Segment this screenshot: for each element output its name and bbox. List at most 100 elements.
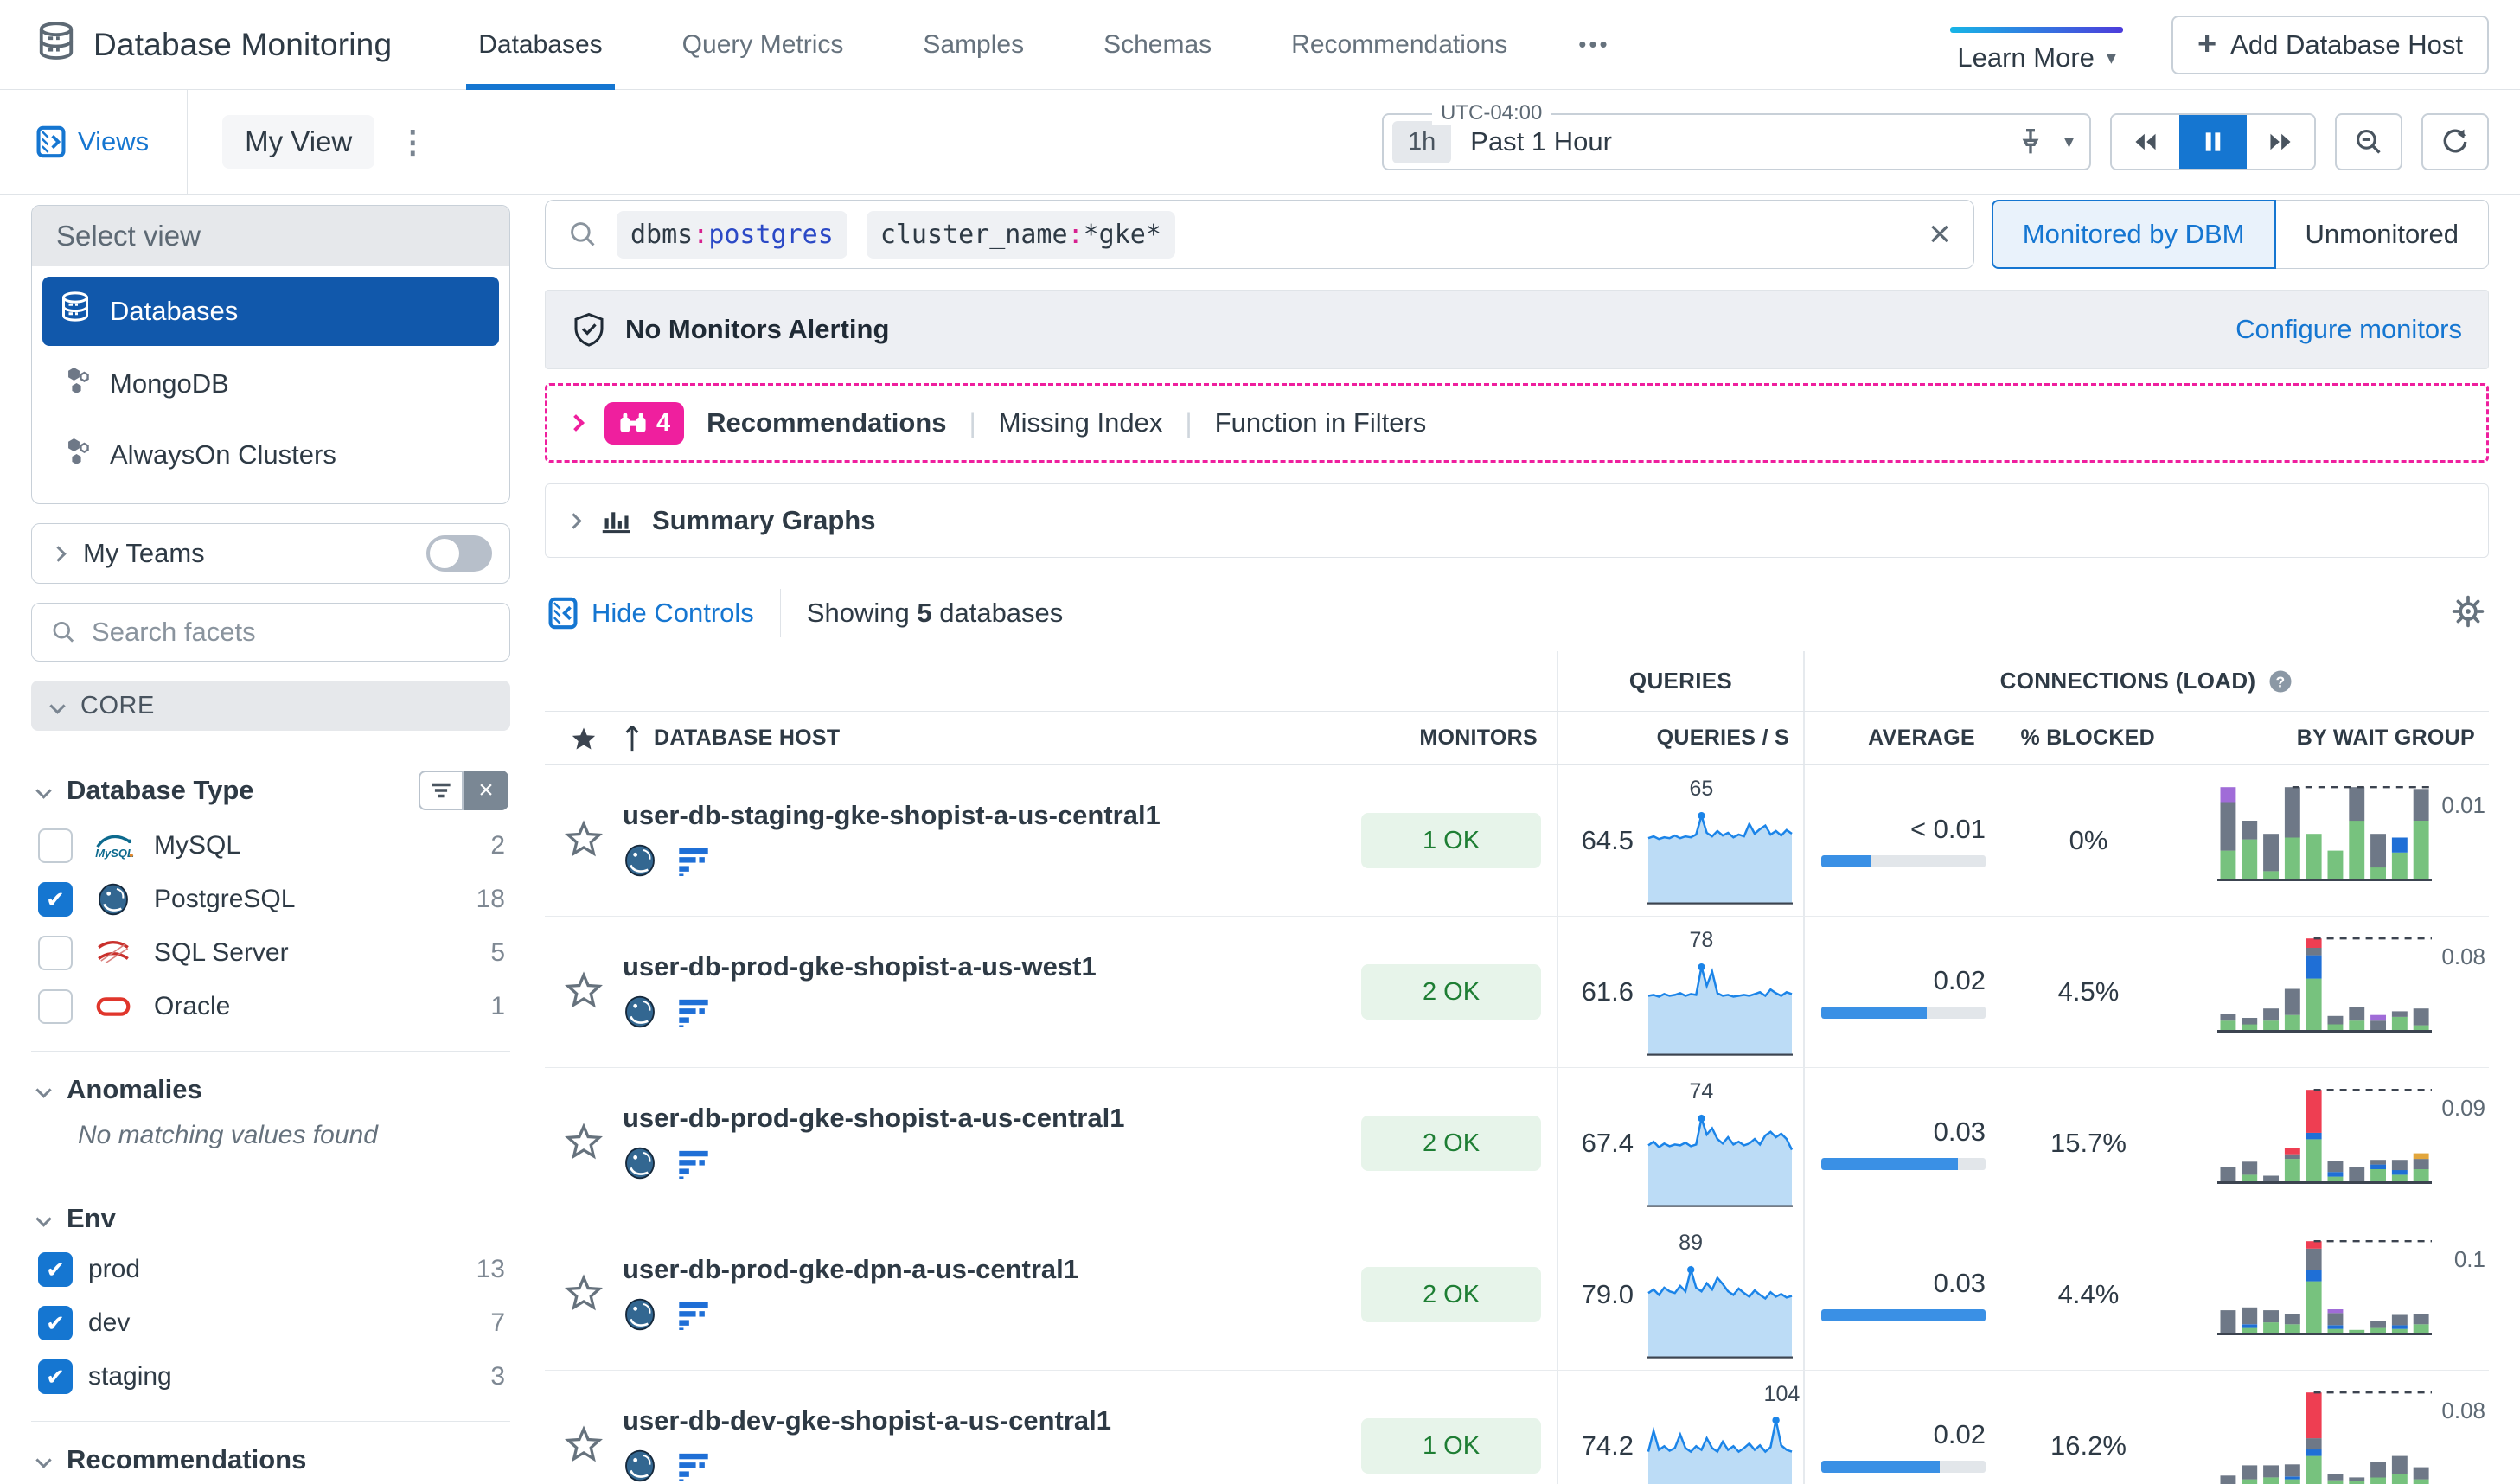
facet-filter-button[interactable] [419, 771, 464, 810]
host-column-header[interactable]: DATABASE HOST [623, 712, 1340, 764]
sidebar-item-label: Databases [110, 296, 239, 326]
blocked-column-header[interactable]: % BLOCKED [2020, 726, 2155, 750]
monitors-alert-bar: No Monitors Alerting Configure monitors [545, 290, 2489, 369]
time-range-chip[interactable]: 1h [1392, 120, 1452, 163]
monitor-status-badge[interactable]: 1 OK [1361, 1418, 1541, 1474]
monitor-status-badge[interactable]: 2 OK [1361, 1267, 1541, 1322]
clear-search-icon[interactable]: × [1928, 213, 1951, 255]
showing-count-text: Showing 5 databases [806, 598, 1064, 628]
average-load-inner: 0.02 [1821, 1419, 1986, 1473]
views-button[interactable]: Views [0, 90, 187, 194]
table-row: user-db-staging-gke-shopist-a-us-central… [545, 765, 2489, 917]
database-host-link[interactable]: user-db-dev-gke-shopist-a-us-central1 [623, 1404, 1111, 1436]
pin-icon[interactable] [2018, 127, 2044, 157]
checkbox[interactable]: ✔ [38, 882, 73, 917]
monitored-by-dbm-button[interactable]: Monitored by DBM [1991, 200, 2276, 269]
facet-item-count: 5 [490, 938, 505, 967]
my-teams-toggle[interactable] [426, 535, 492, 572]
monitors-column-header[interactable]: MONITORS [1419, 726, 1538, 750]
chevron-down-icon[interactable] [35, 1451, 52, 1468]
filter-list-icon[interactable] [676, 1450, 711, 1484]
sidebar-item-databases[interactable]: Databases [42, 277, 499, 346]
filter-list-icon[interactable] [676, 1148, 711, 1183]
tab-recommendations[interactable]: Recommendations [1291, 29, 1508, 59]
favorite-star-button[interactable] [565, 819, 603, 862]
checkbox[interactable] [38, 936, 73, 970]
host-icons [623, 995, 711, 1033]
average-load-bar [1821, 1309, 1986, 1321]
monitor-status-badge[interactable]: 2 OK [1361, 1116, 1541, 1171]
database-host-link[interactable]: user-db-staging-gke-shopist-a-us-central… [623, 799, 1161, 830]
tab-schemas[interactable]: Schemas [1103, 29, 1212, 59]
search-bar[interactable]: dbms:postgres cluster_name:*gke* × [545, 200, 1974, 269]
current-view-chip[interactable]: My View [222, 115, 375, 169]
chevron-right-icon [50, 545, 67, 562]
filter-list-icon[interactable] [676, 1299, 711, 1334]
tabs-overflow-icon[interactable]: ••• [1578, 31, 1610, 57]
table-settings-button[interactable] [2451, 594, 2485, 633]
tab-databases[interactable]: Databases [466, 0, 616, 90]
chevron-down-icon[interactable] [35, 1210, 52, 1227]
chevron-down-icon[interactable]: ▾ [2063, 131, 2074, 152]
facet-anomalies: Anomalies No matching values found [31, 1051, 510, 1162]
time-range-picker[interactable]: UTC-04:00 1h Past 1 Hour ▾ [1382, 101, 2091, 170]
queries-per-second-cell: 79.0 89 [1557, 1219, 1803, 1370]
host-icons [623, 1297, 711, 1336]
wait-group-column-header[interactable]: BY WAIT GROUP [2296, 726, 2475, 750]
tab-samples[interactable]: Samples [923, 29, 1025, 59]
monitor-status-badge[interactable]: 1 OK [1361, 813, 1541, 868]
chevron-down-icon[interactable] [35, 1081, 52, 1098]
queries-s-column-header[interactable]: QUERIES / S [1557, 712, 1803, 764]
recommendations-count-badge[interactable]: 4 [604, 401, 685, 445]
my-teams-section[interactable]: My Teams [31, 523, 510, 584]
database-host-link[interactable]: user-db-prod-gke-dpn-a-us-central1 [623, 1253, 1079, 1284]
checkbox[interactable] [38, 828, 73, 863]
summary-graphs-section[interactable]: Summary Graphs [545, 483, 2489, 558]
recommendations-banner[interactable]: 4 Recommendations | Missing Index | Func… [545, 383, 2489, 463]
favorite-star-button[interactable] [565, 1122, 603, 1165]
database-host-link[interactable]: user-db-prod-gke-shopist-a-us-west1 [623, 950, 1097, 982]
database-host-link[interactable]: user-db-prod-gke-shopist-a-us-central1 [623, 1102, 1125, 1133]
search-token-dbms[interactable]: dbms:postgres [617, 210, 847, 259]
checkbox[interactable] [38, 989, 73, 1024]
checkbox[interactable]: ✔ [38, 1306, 73, 1340]
filter-list-icon[interactable] [676, 996, 711, 1032]
favorite-star-button[interactable] [565, 1424, 603, 1468]
time-forward-button[interactable] [2247, 115, 2314, 169]
learn-more-button[interactable]: Learn More ▾ [1950, 16, 2123, 74]
tab-query-metrics[interactable]: Query Metrics [681, 29, 844, 59]
hide-controls-button[interactable]: Hide Controls [548, 597, 754, 630]
percent-blocked-value: 16.2% [2050, 1430, 2127, 1461]
unmonitored-button[interactable]: Unmonitored [2275, 200, 2489, 269]
monitor-status-badge[interactable]: 2 OK [1361, 964, 1541, 1020]
chevron-right-icon[interactable] [567, 414, 585, 432]
refresh-button[interactable] [2421, 113, 2489, 170]
search-facets-input[interactable] [92, 617, 490, 648]
sidebar-item-alwayson-clusters[interactable]: AlwaysOn Clusters [42, 422, 499, 488]
add-database-host-button[interactable]: + Add Database Host [2171, 15, 2489, 74]
time-backward-button[interactable] [2112, 115, 2179, 169]
favorite-column-header[interactable] [545, 712, 623, 764]
core-section-header[interactable]: CORE [31, 681, 510, 731]
filter-list-icon[interactable] [676, 845, 711, 880]
facet-clear-button[interactable]: × [464, 771, 508, 810]
facet-item-prod: ✔ prod 13 [31, 1243, 510, 1296]
configure-monitors-link[interactable]: Configure monitors [2235, 314, 2462, 344]
favorite-star-button[interactable] [565, 1273, 603, 1316]
average-load-bar [1821, 855, 1986, 867]
average-column-header[interactable]: AVERAGE [1803, 712, 1998, 764]
recommendation-missing-index[interactable]: Missing Index [998, 407, 1163, 438]
sidebar-item-mongodb[interactable]: MongoDB [42, 351, 499, 417]
queries-per-second-value: 74.2 [1581, 1430, 1634, 1461]
checkbox[interactable]: ✔ [38, 1252, 73, 1287]
zoom-out-button[interactable] [2335, 113, 2402, 170]
recommendation-function-in-filters[interactable]: Function in Filters [1214, 407, 1427, 438]
help-icon[interactable]: ? [2267, 668, 2293, 694]
chevron-down-icon[interactable] [35, 782, 52, 799]
cluster-hexagons-icon [60, 365, 91, 403]
pause-live-button[interactable] [2179, 115, 2247, 169]
kebab-menu-icon[interactable]: ⋮ [397, 123, 429, 159]
search-token-cluster-name[interactable]: cluster_name:*gke* [866, 210, 1175, 259]
checkbox[interactable]: ✔ [38, 1359, 73, 1394]
favorite-star-button[interactable] [565, 970, 603, 1014]
